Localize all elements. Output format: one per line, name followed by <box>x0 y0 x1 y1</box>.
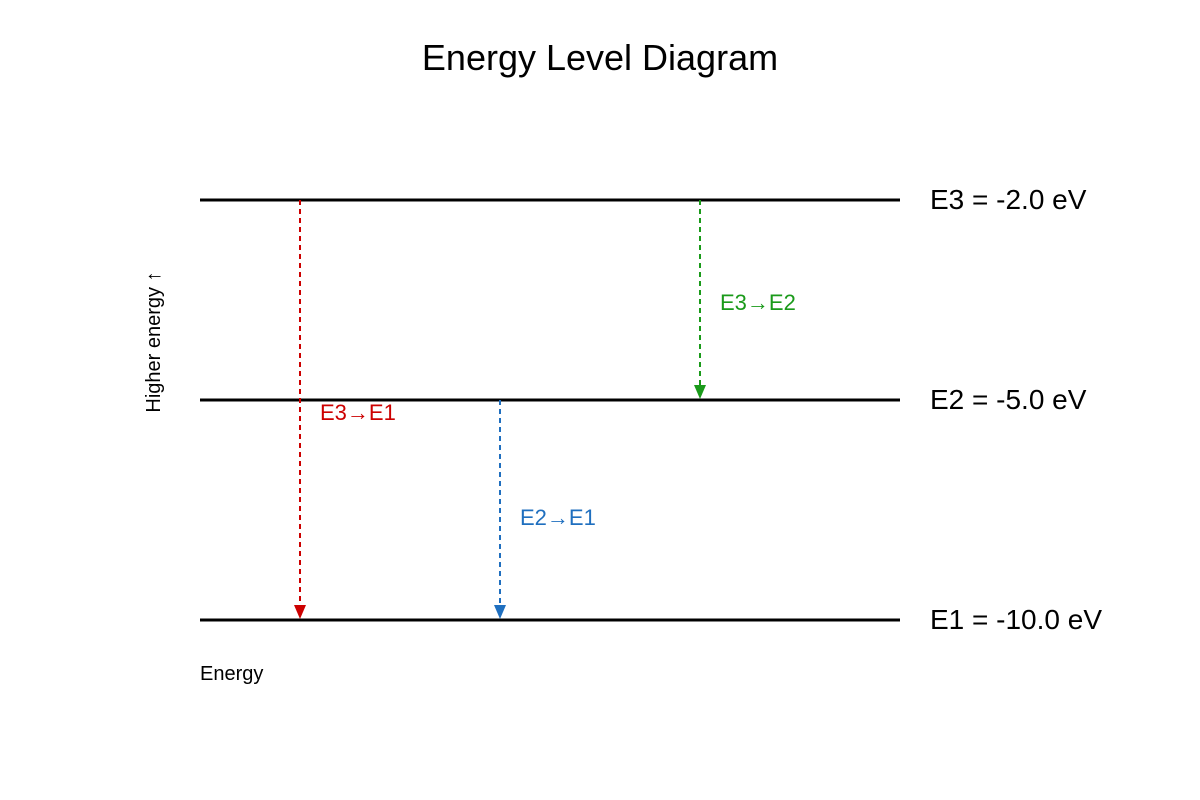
transition-e3-e2-arrowhead <box>694 385 706 399</box>
transition-e2-e1-label: E2→E1 <box>520 505 596 530</box>
transition-e3-e1: E3→E1 <box>294 200 396 619</box>
transition-e3-e1-arrowhead <box>294 605 306 619</box>
x-axis-label: Energy <box>200 663 263 685</box>
transition-e3-e2: E3→E2 <box>694 200 796 399</box>
transitions: E3→E1 E2→E1 E3→E2 <box>294 200 796 619</box>
transition-e3-e2-label: E3→E2 <box>720 290 796 315</box>
level-label-e2: E2 = -5.0 eV <box>930 384 1087 415</box>
energy-levels: E3 = -2.0 eV E2 = -5.0 eV E1 = -10.0 eV <box>200 184 1102 635</box>
diagram-title: Energy Level Diagram <box>422 37 778 78</box>
level-label-e3: E3 = -2.0 eV <box>930 184 1087 215</box>
y-axis-label: Higher energy ↑ <box>143 271 165 412</box>
transition-e3-e1-label: E3→E1 <box>320 400 396 425</box>
level-label-e1: E1 = -10.0 eV <box>930 604 1102 635</box>
transition-e2-e1: E2→E1 <box>494 400 596 619</box>
transition-e2-e1-arrowhead <box>494 605 506 619</box>
